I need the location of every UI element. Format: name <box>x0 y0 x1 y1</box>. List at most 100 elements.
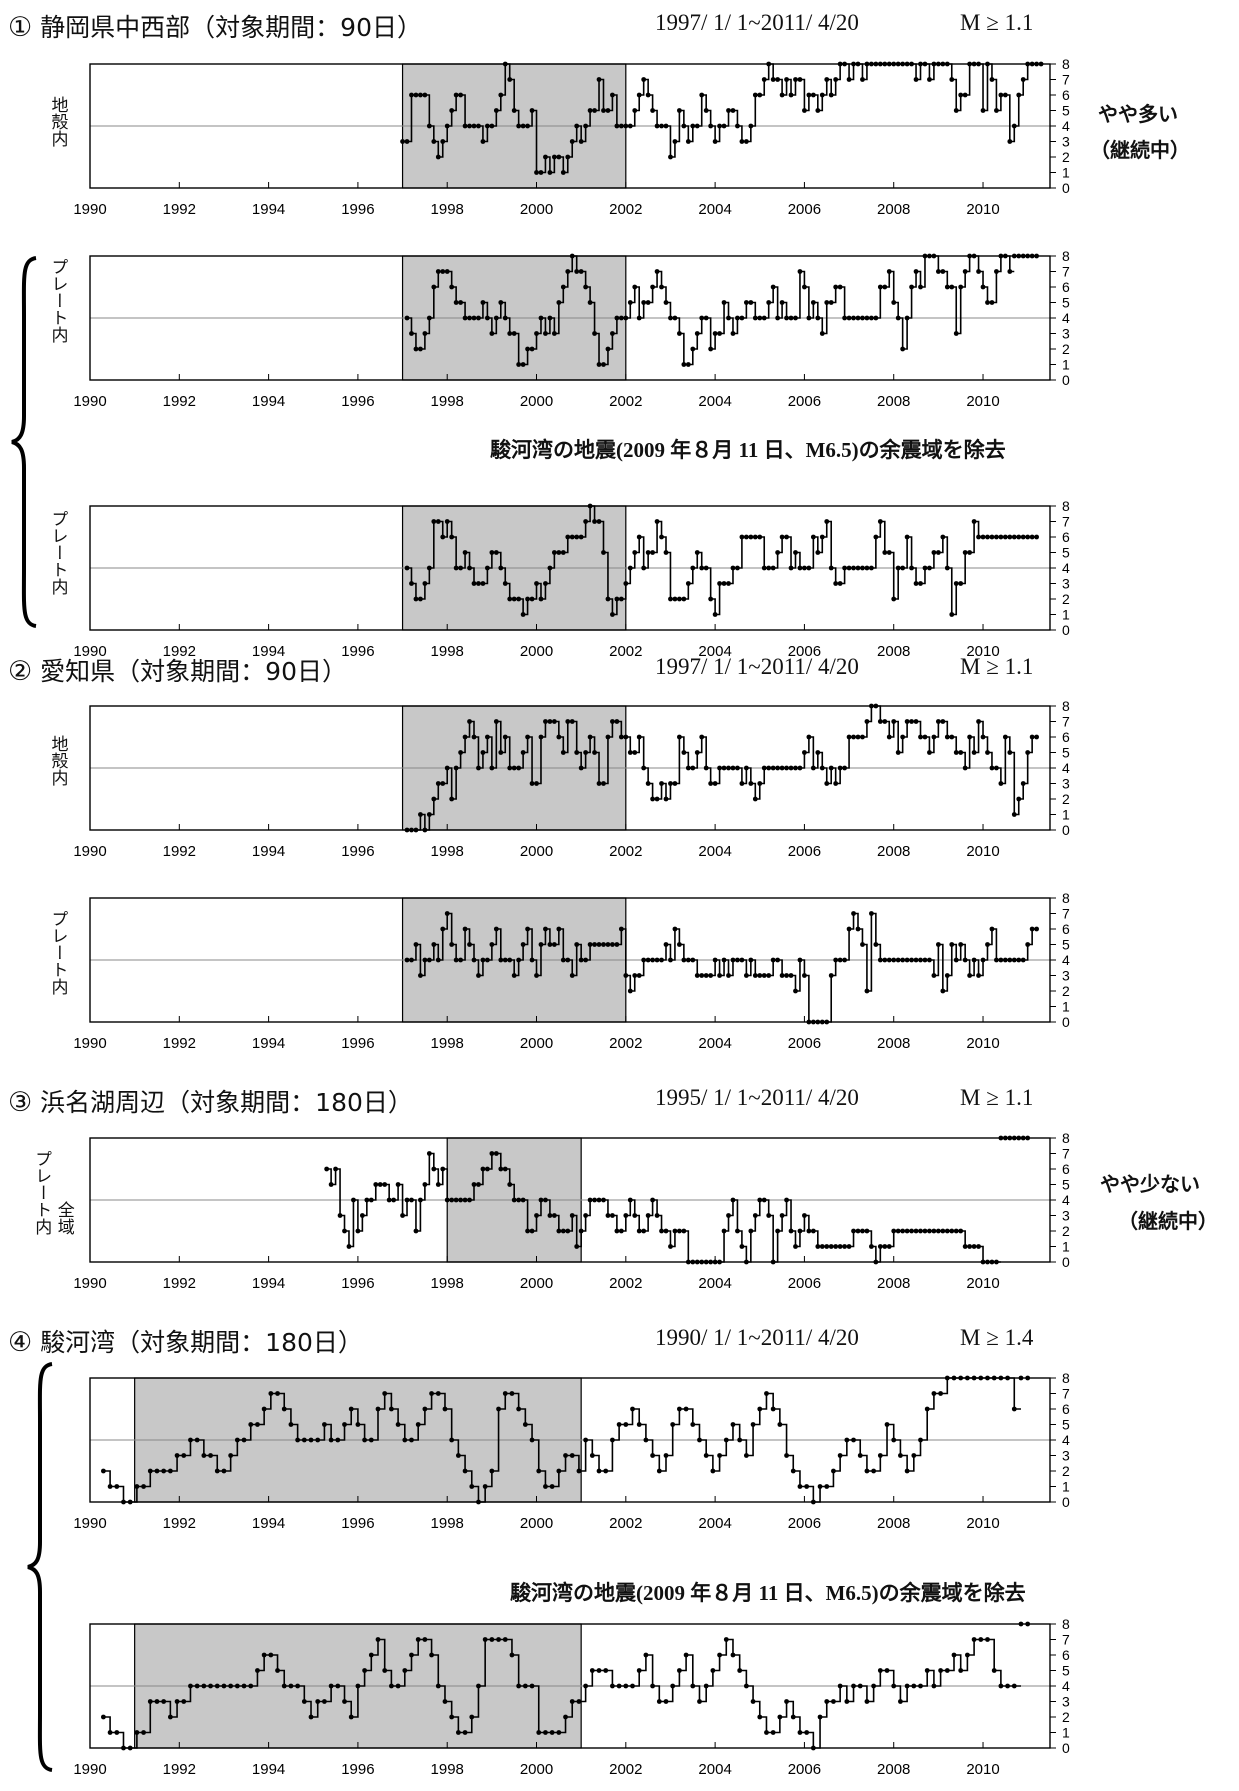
data-point <box>458 92 464 98</box>
data-point <box>743 300 749 305</box>
data-point <box>221 1468 227 1474</box>
data-point <box>583 123 589 129</box>
series-line <box>407 705 1037 831</box>
status-3-a: やや少ない <box>1100 1172 1200 1196</box>
data-point <box>735 1228 740 1234</box>
data-point <box>605 596 611 602</box>
data-point <box>980 284 986 290</box>
data-point <box>418 1197 423 1203</box>
data-point <box>717 973 722 978</box>
y-tick-label: 1 <box>1062 607 1070 623</box>
section4-title: ④ 駿河湾（対象期間：180日） <box>8 1323 363 1359</box>
data-point <box>922 565 928 571</box>
x-tick-label: 1996 <box>341 1275 374 1292</box>
data-point <box>525 346 530 352</box>
data-point <box>690 957 696 963</box>
data-point <box>261 1652 267 1658</box>
data-point <box>694 123 700 129</box>
y-tick-label: 0 <box>1062 822 1070 838</box>
data-point <box>775 315 781 321</box>
data-point <box>583 1437 589 1443</box>
data-point <box>802 750 807 755</box>
data-point <box>699 973 705 978</box>
data-point <box>1034 926 1040 932</box>
data-point <box>685 362 691 367</box>
data-point <box>458 300 464 305</box>
data-point <box>1034 534 1040 540</box>
data-point <box>422 1182 428 1187</box>
data-point <box>668 781 673 786</box>
x-tick-label: 2008 <box>877 643 910 660</box>
data-point <box>703 1453 709 1458</box>
y-tick-label: 8 <box>1062 1370 1070 1386</box>
data-point <box>467 123 472 129</box>
data-point <box>793 77 798 82</box>
data-point <box>828 300 834 305</box>
x-tick-label: 1996 <box>341 201 374 218</box>
data-point <box>672 926 678 932</box>
data-point <box>676 734 682 740</box>
data-point <box>650 796 656 802</box>
data-point <box>426 812 432 817</box>
data-point <box>418 92 423 98</box>
data-point <box>989 77 995 82</box>
data-point <box>797 77 803 82</box>
data-point <box>583 750 589 755</box>
data-point <box>824 1019 830 1025</box>
data-point <box>654 123 660 129</box>
data-point <box>636 1422 642 1427</box>
data-point <box>873 534 879 540</box>
data-point <box>507 957 513 963</box>
data-point <box>453 1197 459 1203</box>
data-point <box>877 284 883 290</box>
data-point <box>967 734 973 740</box>
data-point <box>931 1683 937 1689</box>
data-point <box>873 315 879 321</box>
data-point <box>978 1375 984 1381</box>
data-point <box>529 957 535 963</box>
data-point <box>1016 253 1022 259</box>
data-point <box>967 1244 973 1249</box>
chart-panel-7: 1990 1992 1994 1996 1998 2000 2002 2004 2006 2008… <box>73 1370 1070 1532</box>
section4-number: ④ <box>8 1327 33 1358</box>
y-tick-label: 6 <box>1062 1401 1070 1417</box>
data-point <box>730 108 736 113</box>
data-point <box>610 331 615 336</box>
data-point <box>569 973 575 978</box>
data-point <box>962 92 968 98</box>
data-point <box>924 1406 930 1412</box>
data-point <box>922 61 928 67</box>
y-tick-label: 6 <box>1062 1161 1070 1177</box>
data-point <box>471 315 477 321</box>
data-point <box>121 1499 126 1505</box>
data-point <box>1025 942 1031 947</box>
data-point <box>668 957 673 963</box>
data-point <box>440 139 446 144</box>
data-point <box>418 346 423 352</box>
data-point <box>538 315 544 321</box>
data-point <box>967 550 973 555</box>
data-point <box>616 1683 622 1689</box>
data-point <box>685 139 691 144</box>
data-point <box>154 1468 160 1474</box>
data-point <box>670 1683 676 1689</box>
x-tick-label: 1998 <box>431 1275 464 1292</box>
data-point <box>699 565 705 571</box>
data-point <box>761 765 767 771</box>
data-point <box>663 1699 669 1704</box>
data-point <box>750 1699 756 1704</box>
data-point <box>614 1228 620 1234</box>
y-tick-label: 3 <box>1062 326 1070 342</box>
data-point <box>569 139 575 144</box>
data-point <box>476 765 481 771</box>
data-point <box>484 1166 490 1172</box>
data-point <box>556 300 562 305</box>
data-point <box>578 1228 584 1234</box>
data-point <box>877 519 883 524</box>
data-point <box>922 1228 928 1234</box>
data-point <box>444 269 450 274</box>
data-point <box>793 765 798 771</box>
data-point <box>953 957 959 963</box>
data-point <box>444 765 450 771</box>
section2-title-text: 愛知県（対象期間：90日） <box>40 657 347 686</box>
